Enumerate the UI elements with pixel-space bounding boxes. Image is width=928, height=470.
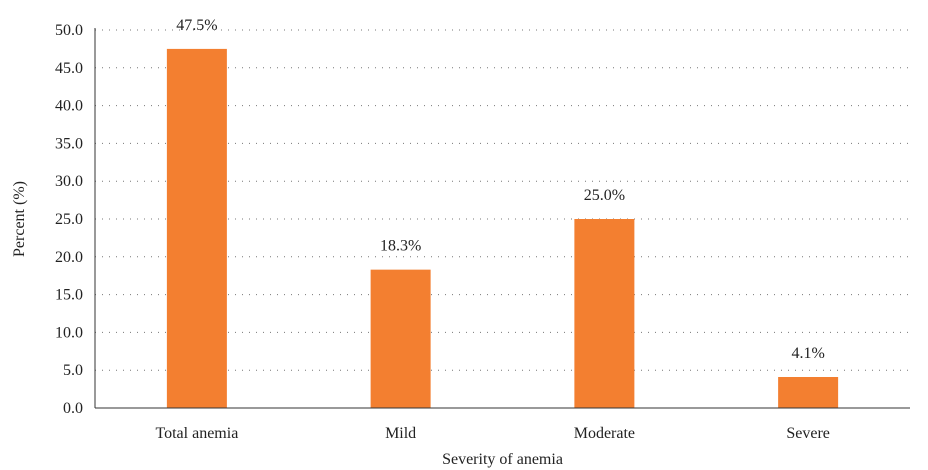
- x-axis-title: Severity of anemia: [442, 451, 563, 468]
- data-label: 47.5%: [176, 17, 217, 34]
- bar: [166, 48, 227, 409]
- bar: [370, 269, 431, 408]
- y-tick-label: 15.0: [55, 287, 83, 304]
- y-tick-label: 40.0: [55, 98, 83, 115]
- axes: [94, 28, 910, 409]
- y-tick-label: 5.0: [63, 362, 83, 379]
- y-tick-label: 20.0: [55, 249, 83, 266]
- bars: [166, 48, 839, 409]
- x-tick-label: Severe: [786, 425, 830, 442]
- bar: [574, 219, 635, 408]
- x-tick-labels: Total anemia Mild Moderate Severe: [155, 425, 829, 442]
- y-tick-label: 45.0: [55, 60, 83, 77]
- data-label: 18.3%: [380, 238, 421, 255]
- gridlines: [95, 29, 910, 371]
- x-tick-label: Moderate: [574, 425, 635, 442]
- bar: [778, 377, 839, 408]
- y-tick-labels: 0.0 5.0 10.0 15.0 20.0 25.0 30.0 35.0 40.0 45.0 50…: [55, 22, 83, 417]
- data-label: 25.0%: [584, 187, 625, 204]
- y-tick-label: 10.0: [55, 324, 83, 341]
- y-axis-title: Percent (%): [11, 181, 28, 257]
- x-tick-label: Total anemia: [155, 425, 238, 442]
- y-tick-label: 50.0: [55, 22, 83, 39]
- y-tick-label: 0.0: [63, 400, 83, 417]
- y-tick-label: 35.0: [55, 135, 83, 152]
- y-tick-label: 25.0: [55, 211, 83, 228]
- data-labels: 47.5% 18.3% 25.0% 4.1%: [176, 17, 825, 362]
- y-tick-label: 30.0: [55, 173, 83, 190]
- x-tick-label: Mild: [385, 425, 416, 442]
- data-label: 4.1%: [791, 345, 824, 362]
